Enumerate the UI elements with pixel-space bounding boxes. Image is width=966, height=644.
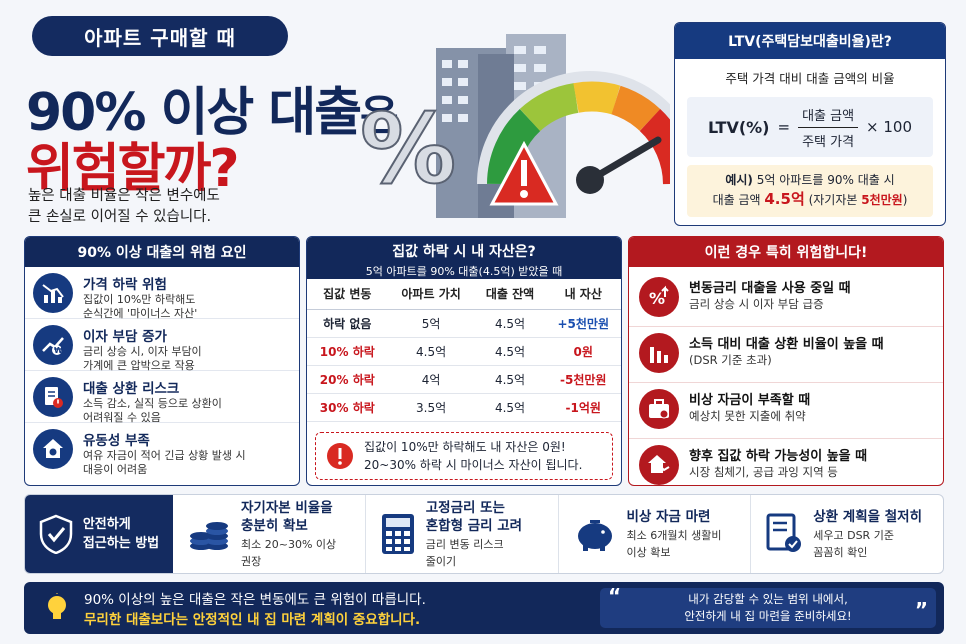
- price-drop-chart-icon: [33, 273, 73, 313]
- coin-stack-icon: [190, 522, 228, 550]
- list-item: % 변동금리 대출을 사용 중일 때 금리 상승 시 이자 부담 급증: [629, 271, 943, 327]
- list-item: 가격 하락 위험 집값이 10%만 하락해도 순식간에 '마이너스 자산': [25, 267, 299, 320]
- quote-open-icon: “: [608, 584, 622, 608]
- table-row: 10% 하락 4.5억 4.5억 0원: [307, 337, 621, 366]
- shield-check-icon: [39, 514, 73, 554]
- table-row: 하락 없음 5억 4.5억 +5천만원: [307, 309, 621, 338]
- list-item: 소득 대비 대출 상환 비율이 높을 때 (DSR 기준 초과): [629, 327, 943, 383]
- approach-item-repayment: 상환 계획을 철저히 세우고 DSR 기준 꼼꼼히 확인: [751, 495, 943, 573]
- approach-item-emergency-fund: 비상 자금 마련 최소 6개월치 생활비 이상 확보: [559, 495, 752, 573]
- footer-banner: 90% 이상의 높은 대출은 작은 변동에도 큰 위험이 따릅니다. 무리한 대…: [24, 582, 944, 634]
- asset-warning: 집값이 10%만 하락해도 내 자산은 0원! 20~30% 하락 시 마이너스…: [315, 431, 613, 480]
- quote-close-icon: ”: [914, 598, 928, 622]
- safe-approach-row: 안전하게 접근하는 방법 자기자본 비율을 충분히 확보 최소 20~30% 이상…: [24, 494, 944, 574]
- list-item: ₩ 이자 부담 증가 금리 상승 시, 이자 부담이 가계에 큰 압박으로 작용: [25, 319, 299, 372]
- table-row: 20% 하락 4억 4.5억 -5천만원: [307, 365, 621, 394]
- checklist-icon: [766, 513, 802, 552]
- percent-icon: %: [360, 93, 456, 205]
- document-warning-icon: [33, 377, 73, 417]
- list-item: 대출 상환 리스크 소득 감소, 실직 등으로 상환이 어려워질 수 있음: [25, 371, 299, 424]
- risk-factors-panel: 90% 이상 대출의 위험 요인 가격 하락 위험 집값이 10%만 하락해도 …: [24, 236, 300, 486]
- calculator-icon: [381, 514, 414, 554]
- variable-rate-icon: %: [639, 277, 679, 317]
- approach-item-fixed-rate: 고정금리 또는 혼합형 금리 고려 금리 변동 리스크 줄이기: [366, 495, 559, 573]
- ltv-info-box: LTV(주택담보대출비율)란? 주택 가격 대비 대출 금액의 비율 LTV(%…: [674, 22, 946, 226]
- lightbulb-icon: [48, 593, 66, 619]
- risk-illustration: %: [359, 34, 670, 218]
- page-title-line2: 위험할까?: [26, 139, 240, 199]
- footer-quote: “ 내가 감당할 수 있는 범위 내에서, 안전하게 내 집 마련을 준비하세요…: [600, 584, 936, 628]
- piggy-bank-icon: [577, 520, 612, 551]
- briefcase-money-icon: [639, 389, 679, 429]
- footer-line2: 무리한 대출보다는 안정적인 내 집 마련 계획이 중요합니다.: [84, 612, 421, 628]
- asset-table: 집값 변동 아파트 가치 대출 잔액 내 자산 하락 없음 5억 4.5억 +5…: [307, 279, 621, 422]
- house-price-down-icon: [639, 445, 679, 485]
- danger-cases-title: 이런 경우 특히 위험합니다!: [629, 237, 943, 267]
- ltv-desc: 주택 가격 대비 대출 금액의 비율: [725, 71, 895, 86]
- ltv-title: LTV(주택담보대출비율)란?: [675, 23, 945, 59]
- asset-table-header: 집값 하락 시 내 자산은? 5억 아파트를 90% 대출(4.5억) 받았을 …: [307, 237, 621, 279]
- alert-icon: [327, 442, 353, 469]
- gauge-icon: [477, 71, 670, 194]
- danger-cases-panel: 이런 경우 특히 위험합니다! % 변동금리 대출을 사용 중일 때 금리 상승…: [628, 236, 944, 486]
- table-row: 30% 하락 3.5억 4.5억 -1억원: [307, 393, 621, 422]
- asset-table-panel: 집값 하락 시 내 자산은? 5억 아파트를 90% 대출(4.5억) 받았을 …: [306, 236, 622, 486]
- ltv-example: 예시) 5억 아파트를 90% 대출 시 대출 금액 4.5억 (자기자본 5천…: [687, 165, 933, 217]
- safe-approach-label: 안전하게 접근하는 방법: [25, 495, 173, 573]
- risk-factors-title: 90% 이상 대출의 위험 요인: [25, 237, 299, 267]
- warning-icon: [489, 140, 559, 206]
- header-pill: 아파트 구매할 때: [32, 16, 288, 56]
- svg-text:%: %: [649, 289, 665, 308]
- ltv-formula: LTV(%) = 대출 금액 주택 가격 × 100: [687, 97, 933, 157]
- footer-line1: 90% 이상의 높은 대출은 작은 변동에도 큰 위험이 따릅니다.: [84, 592, 426, 608]
- interest-up-icon: ₩: [33, 325, 73, 365]
- subtitle: 높은 대출 비율은 작은 변수에도 큰 손실로 이어질 수 있습니다.: [28, 188, 220, 225]
- list-item: 비상 자금이 부족할 때 예상치 못한 지출에 취약: [629, 383, 943, 439]
- approach-item-equity: 자기자본 비율을 충분히 확보 최소 20~30% 이상 권장: [173, 495, 366, 573]
- svg-text:₩: ₩: [54, 346, 63, 355]
- house-money-icon: [33, 429, 73, 469]
- list-item: 유동성 부족 여유 자금이 적어 긴급 상황 발생 시 대응이 어려움: [25, 423, 299, 476]
- bar-chart-down-icon: [639, 333, 679, 373]
- list-item: 향후 집값 하락 가능성이 높을 때 시장 침체기, 공급 과잉 지역 등: [629, 439, 943, 485]
- page-title: 90% 이상 대출은: [26, 83, 399, 143]
